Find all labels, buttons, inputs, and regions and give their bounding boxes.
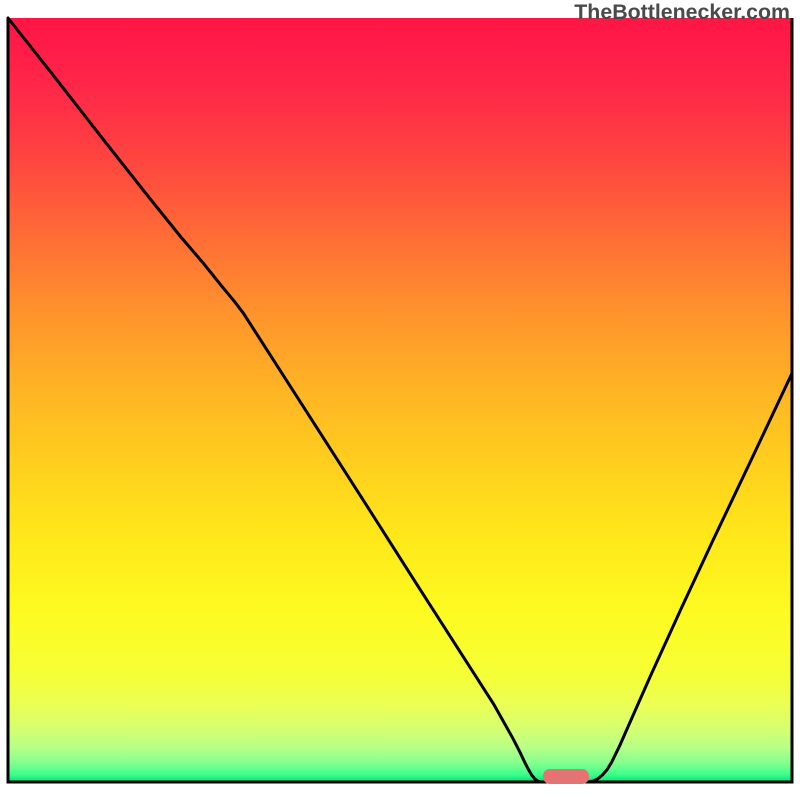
bottleneck-chart: TheBottlenecker.com: [0, 0, 800, 800]
watermark-text: TheBottlenecker.com: [574, 0, 790, 25]
plot-border: [0, 0, 800, 800]
optimal-marker: [543, 769, 589, 784]
